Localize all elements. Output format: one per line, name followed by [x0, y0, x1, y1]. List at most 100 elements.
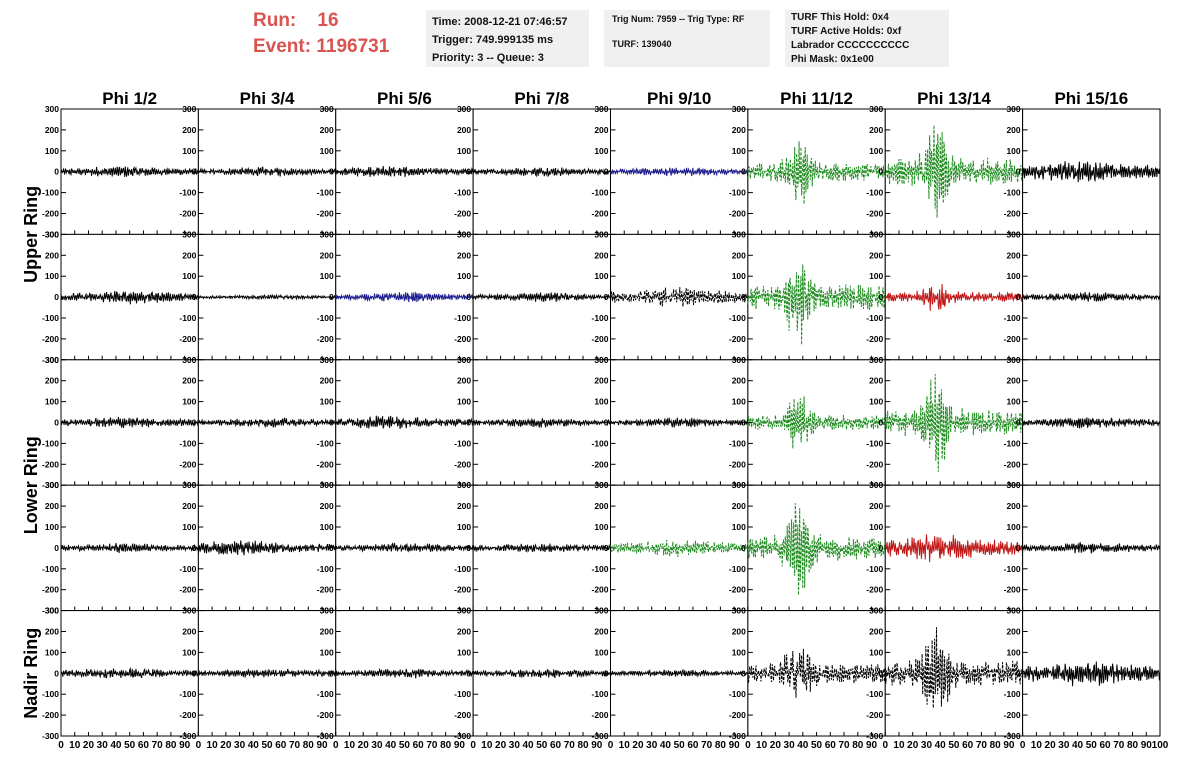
- priority-text: Priority: 3 -- Queue: 3: [432, 52, 544, 64]
- x-tick-label: 60: [138, 740, 150, 751]
- y-tick-label: 0: [741, 418, 746, 428]
- turf-info-box: TURF This Hold: 0x4 TURF Active Holds: 0…: [785, 10, 949, 67]
- x-tick-label: 0: [1020, 740, 1026, 751]
- x-tick-label: 40: [1072, 740, 1084, 751]
- y-tick-label: 200: [457, 501, 471, 511]
- x-tick-label: 0: [882, 740, 888, 751]
- x-tick-label: 70: [152, 740, 164, 751]
- y-tick-label: 0: [741, 292, 746, 302]
- waveform-trace: [472, 292, 611, 303]
- y-tick-label: -100: [866, 313, 883, 323]
- x-tick-label: 80: [303, 740, 315, 751]
- waveform-trace: [335, 415, 474, 429]
- x-tick-label: 10: [893, 740, 905, 751]
- waveform-trace: [1022, 291, 1161, 302]
- x-tick-label: 20: [632, 740, 644, 751]
- y-tick-label: -200: [179, 334, 196, 344]
- y-tick-label: 200: [732, 250, 746, 260]
- y-tick-label: -200: [454, 459, 471, 469]
- y-tick-label: -200: [1004, 710, 1021, 720]
- trigger-text: Trigger: 749.999135 ms: [432, 34, 554, 46]
- y-tick-label: -200: [454, 585, 471, 595]
- y-tick-label: 300: [182, 229, 196, 239]
- y-tick-label: 200: [457, 376, 471, 386]
- turf-active-holds-text: TURF Active Holds: 0xf: [791, 26, 902, 37]
- waveform-trace: [335, 542, 474, 553]
- y-tick-label: 300: [182, 355, 196, 365]
- y-tick-label: -100: [454, 438, 471, 448]
- y-tick-label: 0: [329, 292, 334, 302]
- y-tick-label: 0: [192, 167, 197, 177]
- y-tick-label: 300: [320, 229, 334, 239]
- x-tick-label: 30: [1058, 740, 1070, 751]
- time-text: Time: 2008-12-21 07:46:57: [432, 16, 568, 28]
- y-tick-label: 300: [594, 355, 608, 365]
- x-tick-label: 0: [333, 740, 339, 751]
- y-tick-label: 0: [329, 668, 334, 678]
- x-tick-label: 20: [83, 740, 95, 751]
- y-tick-label: 100: [594, 397, 608, 407]
- x-tick-label: 40: [797, 740, 809, 751]
- y-tick-label: 0: [741, 668, 746, 678]
- y-tick-label: 0: [1016, 668, 1021, 678]
- x-tick-label: 80: [852, 740, 864, 751]
- x-tick-label: 90: [179, 740, 191, 751]
- x-tick-label: 10: [619, 740, 631, 751]
- x-tick-label: 40: [385, 740, 397, 751]
- y-tick-label: 200: [1006, 627, 1020, 637]
- y-tick-label: 100: [182, 271, 196, 281]
- y-tick-label: 300: [869, 229, 883, 239]
- y-tick-label: 100: [457, 397, 471, 407]
- x-tick-label: 40: [660, 740, 672, 751]
- y-tick-label: 100: [320, 271, 334, 281]
- x-tick-label: 40: [523, 740, 535, 751]
- x-tick-label: 30: [509, 740, 521, 751]
- y-tick-label: 100: [182, 647, 196, 657]
- column-title: Phi 1/2: [102, 89, 157, 108]
- y-tick-label: 100: [869, 397, 883, 407]
- y-tick-label: 100: [457, 522, 471, 532]
- y-tick-label: -200: [591, 710, 608, 720]
- x-tick-label: 50: [124, 740, 136, 751]
- column-title: Phi 7/8: [514, 89, 569, 108]
- y-tick-label: -100: [179, 689, 196, 699]
- y-tick-label: 0: [466, 668, 471, 678]
- y-tick-label: 100: [594, 522, 608, 532]
- waveform-trace: [884, 627, 1024, 709]
- y-tick-label: 0: [192, 418, 197, 428]
- y-tick-label: 0: [329, 543, 334, 553]
- waveform-trace: [747, 264, 886, 345]
- y-tick-label: 300: [869, 606, 883, 616]
- y-tick-label: -200: [454, 710, 471, 720]
- y-tick-label: 200: [869, 627, 883, 637]
- y-tick-label: 300: [732, 229, 746, 239]
- y-tick-label: 0: [54, 668, 59, 678]
- y-tick-label: -200: [1004, 209, 1021, 219]
- y-tick-label: 200: [182, 627, 196, 637]
- y-tick-label: -200: [729, 209, 746, 219]
- y-tick-label: 100: [45, 647, 59, 657]
- y-tick-label: 100: [45, 271, 59, 281]
- y-tick-label: 100: [457, 271, 471, 281]
- x-tick-label: 10: [1031, 740, 1043, 751]
- y-tick-label: 100: [1006, 522, 1020, 532]
- y-tick-label: 200: [869, 501, 883, 511]
- waveform-trace: [1022, 661, 1161, 687]
- waveform-trace: [610, 287, 749, 307]
- y-tick-label: 200: [732, 376, 746, 386]
- run-event-header: Run: 16 Event: 1196731: [253, 8, 389, 60]
- waveform-trace: [472, 668, 611, 679]
- y-tick-label: 200: [594, 376, 608, 386]
- x-tick-label: 20: [770, 740, 782, 751]
- y-tick-label: -300: [42, 355, 59, 365]
- y-tick-label: -100: [729, 438, 746, 448]
- y-tick-label: 0: [604, 292, 609, 302]
